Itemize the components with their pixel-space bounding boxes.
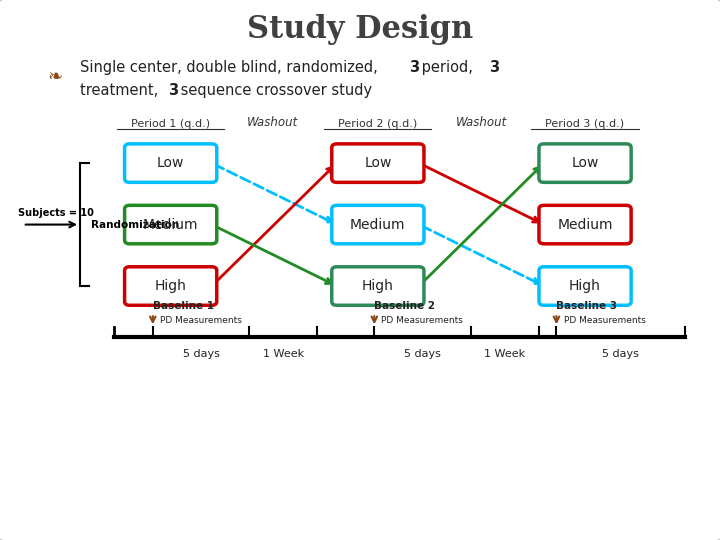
Text: High: High	[569, 279, 601, 293]
Text: Subjects = 10: Subjects = 10	[19, 208, 94, 218]
Text: Period 1 (q.d.): Period 1 (q.d.)	[131, 119, 210, 130]
Text: PD Measurements: PD Measurements	[564, 316, 646, 325]
Text: Baseline 2: Baseline 2	[374, 301, 436, 311]
FancyBboxPatch shape	[539, 144, 631, 183]
Text: Randomization: Randomization	[91, 220, 179, 229]
Text: Baseline 3: Baseline 3	[557, 301, 618, 311]
Text: 1 Week: 1 Week	[484, 348, 525, 359]
FancyBboxPatch shape	[539, 205, 631, 244]
Text: PD Measurements: PD Measurements	[160, 316, 242, 325]
Text: Study Design: Study Design	[247, 14, 473, 45]
FancyBboxPatch shape	[332, 267, 424, 305]
Text: High: High	[155, 279, 186, 293]
Text: 3: 3	[490, 60, 500, 76]
Text: 5 days: 5 days	[183, 348, 220, 359]
Text: Period 3 (q.d.): Period 3 (q.d.)	[546, 119, 625, 130]
Text: Washout: Washout	[456, 117, 507, 130]
Text: Period 2 (q.d.): Period 2 (q.d.)	[338, 119, 418, 130]
Text: ❧: ❧	[47, 68, 62, 85]
Text: Medium: Medium	[557, 218, 613, 232]
Text: 3: 3	[168, 84, 179, 98]
Text: PD Measurements: PD Measurements	[382, 316, 463, 325]
Text: Washout: Washout	[247, 117, 299, 130]
FancyBboxPatch shape	[332, 144, 424, 183]
Text: Low: Low	[157, 156, 184, 170]
Text: Medium: Medium	[350, 218, 405, 232]
Text: 3: 3	[409, 60, 419, 76]
Text: Low: Low	[364, 156, 392, 170]
Text: treatment,: treatment,	[80, 84, 163, 98]
FancyBboxPatch shape	[539, 267, 631, 305]
Text: Single center, double blind, randomized,: Single center, double blind, randomized,	[80, 60, 382, 76]
FancyBboxPatch shape	[125, 205, 217, 244]
Text: Low: Low	[572, 156, 599, 170]
Text: Baseline 1: Baseline 1	[153, 301, 214, 311]
Text: Medium: Medium	[143, 218, 199, 232]
Text: 5 days: 5 days	[603, 348, 639, 359]
Text: 1 Week: 1 Week	[263, 348, 304, 359]
FancyBboxPatch shape	[125, 267, 217, 305]
Text: sequence crossover study: sequence crossover study	[176, 84, 372, 98]
Text: period,: period,	[417, 60, 477, 76]
Text: High: High	[362, 279, 394, 293]
Text: 5 days: 5 days	[404, 348, 441, 359]
FancyBboxPatch shape	[125, 144, 217, 183]
FancyBboxPatch shape	[332, 205, 424, 244]
